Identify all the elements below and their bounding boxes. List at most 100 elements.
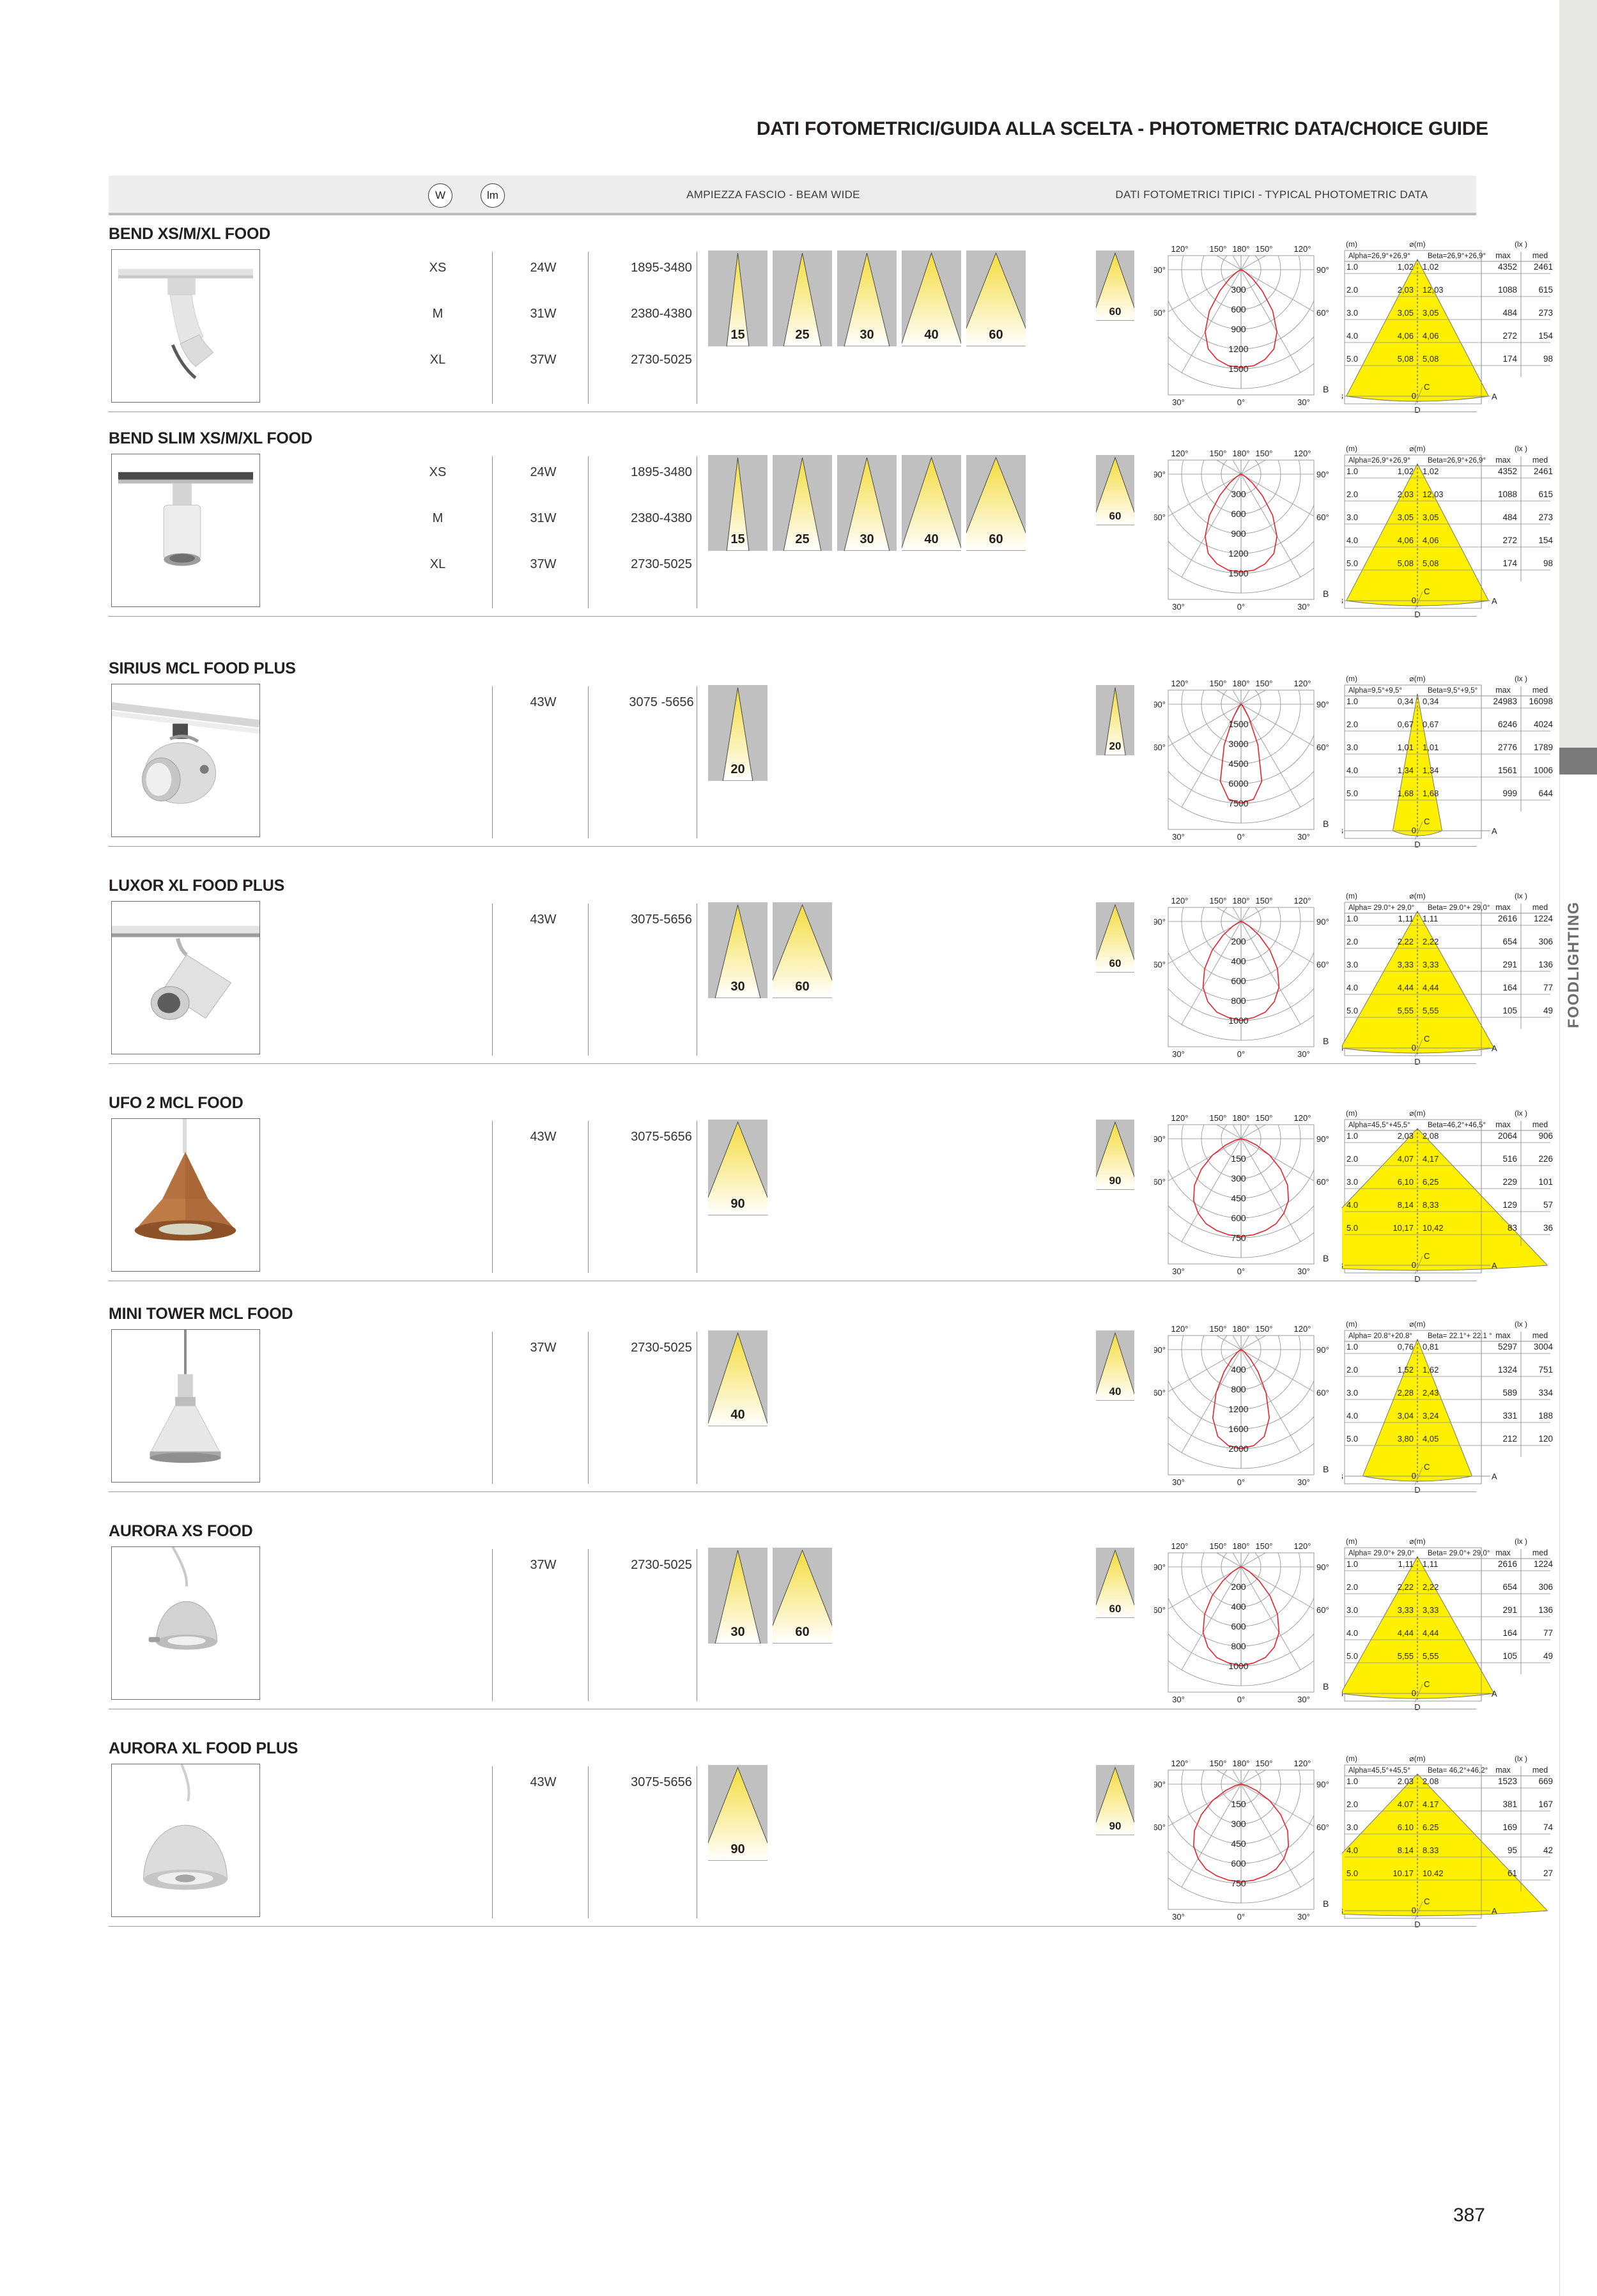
beam-angle-icon: 15 bbox=[708, 455, 768, 551]
beam-angle-icon: 40 bbox=[902, 455, 961, 551]
beam-angle-icon: 60 bbox=[966, 455, 1026, 551]
column-divider bbox=[492, 1332, 493, 1484]
svg-text:751: 751 bbox=[1538, 1365, 1553, 1375]
product-row[interactable]: LUXOR XL FOOD PLUS 43W 3075-5656 30 60 60… bbox=[109, 877, 1553, 1068]
svg-text:150: 150 bbox=[1231, 1799, 1246, 1809]
beam-angle-icon: 60 bbox=[773, 1548, 832, 1644]
cone-illuminance-table: (m) ⌀(m) (lx ) Alpha=26,9°+26,9° Beta=26,9°+… bbox=[1338, 239, 1553, 421]
column-divider bbox=[492, 456, 493, 608]
svg-text:180°: 180° bbox=[1233, 449, 1250, 458]
svg-text:5,55: 5,55 bbox=[1423, 1006, 1439, 1015]
svg-text:C: C bbox=[1424, 1251, 1430, 1261]
svg-text:30°: 30° bbox=[1297, 1912, 1310, 1922]
svg-text:med: med bbox=[1532, 1331, 1548, 1340]
column-divider bbox=[588, 904, 589, 1056]
product-row[interactable]: AURORA XS FOOD 37W 2730-5025 30 60 60 200… bbox=[109, 1522, 1553, 1714]
svg-text:120°: 120° bbox=[1294, 1759, 1311, 1768]
svg-text:1,68: 1,68 bbox=[1398, 789, 1414, 798]
svg-text:24983: 24983 bbox=[1493, 697, 1517, 706]
beam-summary-icon: 60 bbox=[1096, 250, 1134, 321]
svg-text:589: 589 bbox=[1502, 1388, 1517, 1398]
cone-illuminance-table: (m) ⌀(m) (lx ) Alpha= 29.0°+ 29,0° Beta= 29.… bbox=[1338, 891, 1553, 1073]
svg-text:7500: 7500 bbox=[1228, 798, 1248, 808]
svg-text:1.0: 1.0 bbox=[1346, 1776, 1358, 1786]
svg-text:30°: 30° bbox=[1297, 1695, 1310, 1704]
svg-text:3.0: 3.0 bbox=[1346, 308, 1358, 318]
product-row[interactable]: MINI TOWER MCL FOOD 37W 2730-5025 40 40 4… bbox=[109, 1305, 1553, 1497]
svg-text:60°: 60° bbox=[1316, 512, 1329, 522]
svg-text:95: 95 bbox=[1508, 1845, 1517, 1855]
svg-text:1,11: 1,11 bbox=[1398, 914, 1414, 923]
svg-text:30°: 30° bbox=[1172, 1912, 1185, 1922]
svg-text:(lx ): (lx ) bbox=[1515, 1109, 1527, 1118]
svg-text:2.0: 2.0 bbox=[1346, 489, 1358, 499]
product-row[interactable]: BEND SLIM XS/M/XL FOOD XS 24W 1895-3480 M 31… bbox=[109, 429, 1553, 621]
svg-text:B: B bbox=[1342, 1044, 1343, 1053]
beam-summary-value: 60 bbox=[1109, 305, 1122, 318]
svg-text:6.10: 6.10 bbox=[1398, 1822, 1414, 1832]
beam-wide-header: AMPIEZZA FASCIO - BEAM WIDE bbox=[686, 189, 860, 201]
beam-angle-icon: 60 bbox=[773, 902, 832, 998]
svg-text:(lx ): (lx ) bbox=[1515, 1537, 1527, 1546]
product-row[interactable]: AURORA XL FOOD PLUS 43W 3075-5656 90 90 1… bbox=[109, 1739, 1553, 1931]
svg-text:0,81: 0,81 bbox=[1423, 1342, 1439, 1352]
svg-text:2,28: 2,28 bbox=[1398, 1388, 1414, 1398]
variant-size: XS bbox=[429, 261, 447, 275]
svg-text:272: 272 bbox=[1502, 331, 1517, 341]
beam-summary-value: 20 bbox=[1109, 740, 1122, 752]
svg-text:600: 600 bbox=[1231, 509, 1246, 519]
cone-illuminance-table: (m) ⌀(m) (lx ) Alpha=26,9°+26,9° Beta=26,9°+… bbox=[1338, 443, 1553, 626]
svg-text:(lx ): (lx ) bbox=[1515, 444, 1527, 453]
svg-text:120°: 120° bbox=[1171, 1541, 1189, 1551]
product-row[interactable]: UFO 2 MCL FOOD 43W 3075-5656 90 90 150 300… bbox=[109, 1094, 1553, 1286]
product-row[interactable]: BEND XS/M/XL FOOD XS 24W 1895-3480 M 31W 2380… bbox=[109, 225, 1553, 417]
svg-text:1224: 1224 bbox=[1534, 1559, 1553, 1569]
svg-text:0°: 0° bbox=[1237, 832, 1245, 842]
svg-text:484: 484 bbox=[1502, 308, 1517, 318]
beam-icon-strip: 90 bbox=[708, 1120, 773, 1215]
svg-text:5.0: 5.0 bbox=[1346, 789, 1358, 798]
svg-text:max: max bbox=[1495, 686, 1511, 695]
svg-text:1500: 1500 bbox=[1228, 719, 1248, 729]
svg-text:1,11: 1,11 bbox=[1423, 1559, 1438, 1569]
svg-text:188: 188 bbox=[1538, 1411, 1553, 1421]
svg-text:1.0: 1.0 bbox=[1346, 1131, 1358, 1141]
beam-angle-value: 30 bbox=[730, 980, 745, 994]
svg-text:1,11: 1,11 bbox=[1398, 1559, 1414, 1569]
beam-angle-value: 30 bbox=[730, 1625, 745, 1639]
svg-text:1000: 1000 bbox=[1228, 1015, 1248, 1026]
beam-angle-value: 60 bbox=[795, 980, 810, 994]
product-photo bbox=[111, 1329, 260, 1483]
polar-distribution-diagram: 1500 3000 4500 6000 7500 120° 150° 180° 150° 120°… bbox=[1153, 674, 1330, 856]
svg-text:1.0: 1.0 bbox=[1346, 1342, 1358, 1352]
svg-text:2461: 2461 bbox=[1534, 466, 1553, 476]
svg-text:12,03: 12,03 bbox=[1423, 489, 1444, 499]
svg-text:8.33: 8.33 bbox=[1423, 1845, 1439, 1855]
svg-text:150°: 150° bbox=[1210, 1113, 1227, 1123]
svg-text:(m): (m) bbox=[1346, 674, 1357, 683]
svg-text:1,01: 1,01 bbox=[1398, 743, 1414, 752]
svg-text:0: 0 bbox=[1412, 391, 1416, 401]
svg-text:max: max bbox=[1495, 1766, 1511, 1775]
svg-text:212: 212 bbox=[1502, 1434, 1517, 1444]
svg-text:4.0: 4.0 bbox=[1346, 535, 1358, 545]
svg-text:300: 300 bbox=[1231, 284, 1246, 295]
variant-lumen: 3075 -5656 bbox=[629, 695, 694, 709]
beam-angle-icon: 30 bbox=[837, 455, 897, 551]
beam-angle-icon: 25 bbox=[773, 250, 832, 346]
row-divider bbox=[109, 1926, 1476, 1927]
side-tab-light bbox=[1559, 0, 1597, 748]
svg-text:1500: 1500 bbox=[1228, 568, 1248, 578]
svg-text:5,55: 5,55 bbox=[1398, 1651, 1414, 1661]
svg-text:⌀(m): ⌀(m) bbox=[1409, 891, 1425, 900]
svg-text:98: 98 bbox=[1543, 354, 1553, 364]
svg-text:3,24: 3,24 bbox=[1423, 1411, 1439, 1421]
variant-lumen: 1895-3480 bbox=[631, 261, 692, 275]
svg-text:(m): (m) bbox=[1346, 891, 1357, 900]
beam-angle-value: 90 bbox=[730, 1842, 745, 1856]
product-row[interactable]: SIRIUS MCL FOOD PLUS 43W 3075 -5656 20 20… bbox=[109, 659, 1553, 851]
svg-text:B: B bbox=[1323, 384, 1329, 394]
svg-text:0°: 0° bbox=[1237, 1912, 1245, 1922]
svg-text:Beta= 22.1°+ 22.1 °: Beta= 22.1°+ 22.1 ° bbox=[1428, 1332, 1492, 1340]
svg-text:4.17: 4.17 bbox=[1423, 1799, 1439, 1809]
